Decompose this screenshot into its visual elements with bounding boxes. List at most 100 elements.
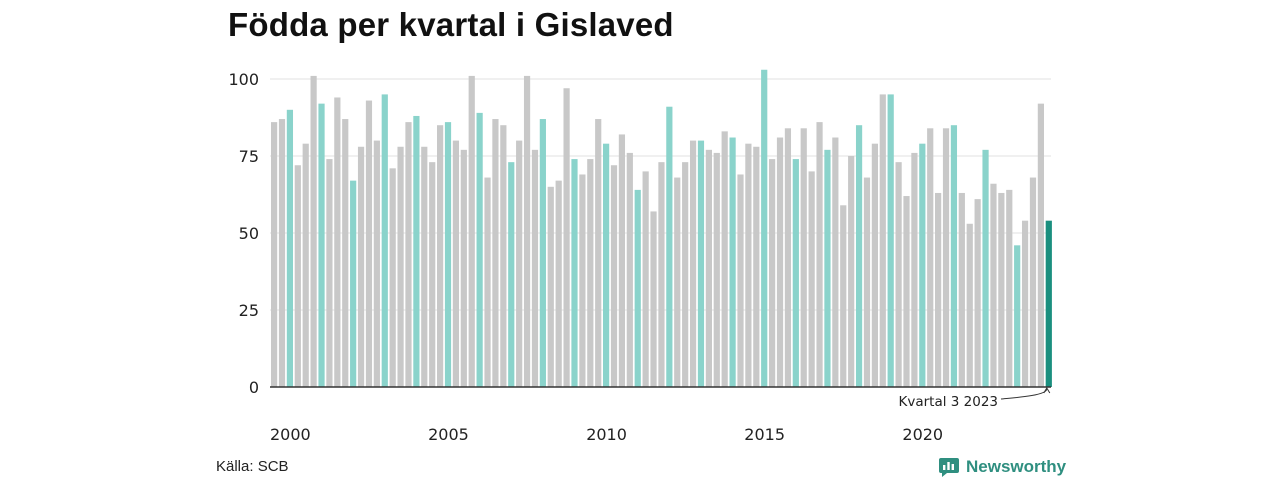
bar (650, 211, 657, 387)
bar (1006, 189, 1013, 387)
bar (429, 162, 436, 387)
bar (950, 125, 958, 387)
bar (342, 119, 349, 387)
annotation-label: Kvartal 3 2023 (898, 394, 998, 410)
bar (848, 156, 855, 387)
bar (705, 149, 712, 387)
bar (500, 125, 507, 387)
bar (919, 143, 926, 387)
bar (855, 125, 863, 387)
annotation-arrowhead (1043, 387, 1051, 394)
bar (318, 103, 325, 387)
bar (784, 128, 792, 387)
chart-title: Födda per kvartal i Gislaved (228, 6, 674, 43)
bar (887, 94, 894, 388)
bar (302, 143, 309, 387)
bar (729, 137, 736, 387)
x-tick-label: 2015 (744, 425, 785, 444)
bar (571, 159, 578, 387)
bar (674, 177, 681, 387)
bar (603, 143, 610, 387)
bar (555, 180, 562, 387)
bar (294, 165, 301, 387)
y-tick-label: 25 (239, 301, 259, 320)
bar (365, 100, 373, 387)
y-tick-label: 50 (239, 224, 259, 243)
bar (587, 159, 594, 387)
brand-name: Newsworthy (966, 457, 1067, 476)
bar (1029, 177, 1037, 387)
bar (871, 143, 878, 387)
bar (697, 140, 705, 387)
bar (373, 140, 380, 387)
bar (334, 97, 341, 387)
bar (990, 183, 997, 387)
bar (468, 75, 475, 388)
bar (634, 189, 641, 387)
bar (974, 199, 981, 387)
bar (642, 171, 649, 387)
bar (658, 162, 665, 387)
bar (413, 115, 420, 388)
bar-chart: 0 25 50 75 100 2000 2005 2010 2015 2020 Kvartal 3… (228, 69, 1052, 444)
bar (516, 140, 523, 387)
bar (547, 186, 554, 387)
bar (437, 125, 444, 387)
source-note: Källa: SCB (216, 458, 289, 475)
y-tick-label: 75 (239, 147, 259, 166)
bar (563, 88, 570, 388)
bar (610, 165, 618, 387)
bar (1021, 220, 1029, 387)
bar (800, 128, 807, 387)
bar (840, 205, 847, 387)
bar (1045, 220, 1052, 387)
bar (832, 137, 839, 387)
bar (682, 162, 689, 387)
bar (982, 149, 989, 387)
bar (271, 122, 278, 388)
bar (792, 159, 799, 387)
bar (357, 146, 365, 387)
bar (824, 149, 831, 387)
annotation-arrow (1000, 388, 1048, 400)
bar (508, 162, 515, 387)
bars (271, 69, 1052, 388)
bar (713, 152, 720, 387)
bar (863, 177, 871, 387)
bar (927, 128, 934, 387)
bar (816, 122, 823, 388)
bar (444, 122, 452, 388)
bar (310, 75, 317, 388)
bar (737, 174, 744, 387)
bar (689, 140, 697, 387)
newsworthy-logo-icon (939, 458, 959, 477)
bar (381, 94, 388, 388)
bar (286, 109, 294, 388)
bar (721, 131, 728, 387)
bar (350, 180, 357, 387)
y-tick-label: 100 (228, 70, 259, 89)
bar (966, 223, 973, 387)
bar (492, 119, 499, 387)
bar (484, 177, 491, 387)
x-tick-label: 2000 (270, 425, 311, 444)
bar (935, 192, 942, 387)
brand[interactable]: Newsworthy (938, 456, 1066, 478)
bar (942, 128, 950, 387)
bar (539, 119, 546, 387)
bar (523, 75, 531, 388)
bar (278, 119, 286, 387)
bar (579, 174, 586, 387)
bar (753, 146, 760, 387)
bar (879, 94, 886, 388)
x-tick-label: 2010 (586, 425, 627, 444)
bar (1037, 103, 1044, 387)
bar (397, 146, 404, 387)
bar (405, 122, 412, 388)
bar (1014, 245, 1021, 387)
bar (808, 171, 815, 387)
bar (903, 196, 910, 387)
bar (618, 134, 626, 387)
bar (911, 152, 918, 387)
x-tick-label: 2005 (428, 425, 469, 444)
